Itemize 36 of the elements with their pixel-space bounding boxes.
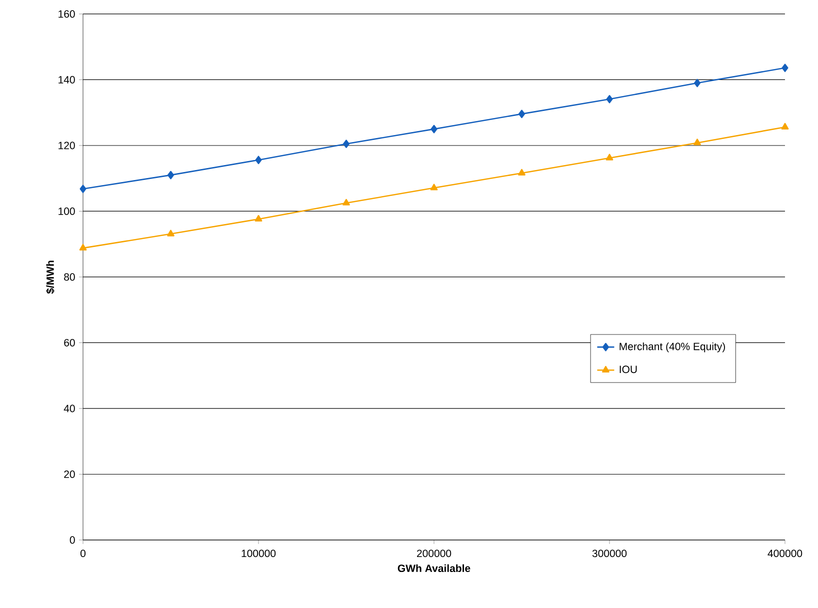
- x-tick-label: 400000: [768, 550, 802, 558]
- y-tick-label: 60: [64, 339, 75, 346]
- point: [518, 168, 526, 176]
- y-tick-label: 0: [70, 536, 75, 544]
- x-axis-title: GWh Available: [398, 564, 470, 572]
- point: [167, 230, 174, 236]
- point: [167, 170, 174, 180]
- legend-label: Merchant (40% Equity): [620, 342, 725, 352]
- point: [254, 214, 262, 222]
- y-tick-label: 160: [58, 10, 75, 18]
- point: [606, 94, 613, 104]
- y-tick-label: 20: [64, 470, 75, 478]
- x-tick-label: 100000: [242, 550, 276, 558]
- y-tick-label: 140: [58, 76, 75, 84]
- y-tick-label: 100: [58, 208, 75, 215]
- point: [80, 184, 86, 194]
- point: [79, 244, 87, 250]
- x-tick-label: 0: [80, 550, 86, 558]
- legend-label: IOU: [620, 366, 637, 374]
- point: [606, 154, 614, 160]
- point: [781, 122, 789, 130]
- point: [782, 64, 788, 72]
- point: [694, 78, 701, 88]
- x-tick-label: 300000: [592, 550, 627, 558]
- y-axis-title: $/MWh: [46, 260, 55, 294]
- x-tick-label: 200000: [417, 550, 452, 558]
- y-tick-label: 120: [58, 142, 75, 150]
- point: [342, 140, 350, 148]
- point: [430, 124, 438, 134]
- y-tick-label: 80: [64, 273, 75, 281]
- point: [694, 138, 701, 146]
- point: [255, 156, 262, 164]
- point: [342, 198, 350, 206]
- point: [430, 184, 438, 190]
- y-tick-label: 40: [64, 404, 75, 412]
- point: [518, 110, 526, 118]
